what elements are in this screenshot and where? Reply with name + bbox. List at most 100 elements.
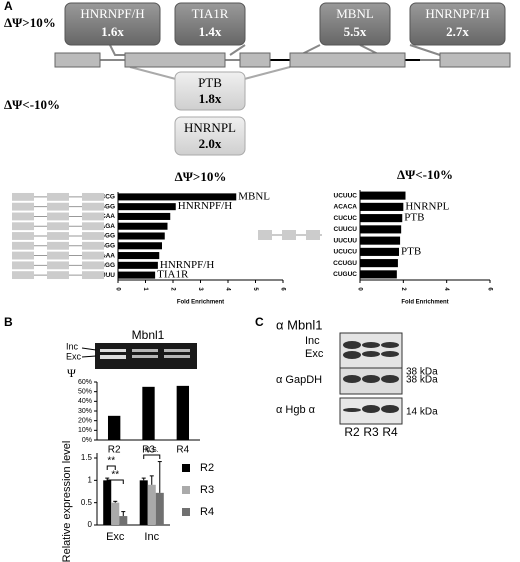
category-label: CUGUC	[333, 271, 357, 278]
x-tick-label: 5	[252, 287, 258, 291]
bracket	[143, 454, 161, 459]
x-tick-label: Exc	[106, 531, 125, 543]
x-tick-label: 1	[142, 287, 148, 291]
bar	[111, 502, 120, 525]
schematic	[12, 261, 34, 270]
bar-label: PTB	[404, 212, 424, 224]
schematic	[12, 222, 34, 231]
bar	[176, 385, 190, 440]
factor-name: HNRNPF/H	[425, 6, 489, 21]
schematic	[82, 202, 104, 211]
up-label: ΔΨ>10%	[4, 15, 56, 30]
x-tick-label: 0	[114, 287, 120, 291]
schematic	[306, 230, 320, 240]
y-tick-label: 20%	[78, 418, 92, 425]
fold-change: 2.0x	[199, 136, 222, 151]
schematic	[47, 261, 69, 270]
bar	[118, 222, 168, 230]
western-hgb: α Hgb α	[276, 404, 316, 416]
schematic	[12, 271, 34, 280]
lane-label: R2	[344, 425, 360, 439]
schematic	[82, 232, 104, 240]
panel-label: A	[4, 0, 13, 13]
bar	[360, 225, 402, 234]
schematic	[82, 241, 104, 250]
x-axis-label: Fold Enrichment	[401, 300, 448, 306]
bar-label: MBNL	[238, 190, 270, 202]
x-tick-label: 2	[400, 287, 406, 291]
lane-label: R4	[382, 425, 398, 439]
fold-change: 1.8x	[199, 91, 222, 106]
x-tick-label: 6	[279, 287, 285, 291]
bar	[103, 480, 112, 525]
bar	[118, 203, 176, 211]
size-marker: 14 kDa	[406, 407, 438, 418]
annotation: **	[111, 470, 119, 481]
bar	[360, 259, 398, 268]
bar	[118, 242, 162, 250]
factor-box	[409, 2, 506, 46]
chart-title: ΔΨ>10%	[175, 169, 227, 184]
bar	[360, 202, 404, 211]
x-tick-label: R3	[142, 445, 155, 456]
factor-box	[319, 2, 391, 46]
bar	[360, 191, 406, 200]
legend-swatch	[182, 508, 190, 516]
annotation: **	[107, 456, 115, 467]
category-label: CUUCU	[334, 226, 358, 233]
bar	[119, 516, 128, 525]
factor-box	[174, 2, 246, 46]
western-inc: Inc	[305, 335, 320, 347]
schematic	[47, 202, 69, 211]
y-tick-label: 60%	[78, 379, 92, 386]
x-axis-label: Fold Enrichment	[177, 300, 224, 306]
schematic	[282, 230, 296, 240]
gel-arrows	[81, 347, 97, 358]
gel-inc-label: Inc	[66, 341, 79, 351]
schematic	[12, 232, 34, 240]
bar	[360, 270, 397, 279]
schematic	[12, 241, 34, 250]
legend-label: R2	[200, 462, 214, 474]
schematic	[47, 192, 69, 201]
x-tick-label: 0	[356, 287, 362, 291]
gel-bands	[100, 349, 190, 359]
bar	[118, 271, 156, 279]
category-label: UUCUU	[334, 237, 358, 244]
legend-swatch	[182, 464, 190, 472]
bar	[360, 236, 401, 245]
panel-label: C	[255, 315, 264, 329]
x-tick-label: Inc	[144, 531, 159, 543]
western-gapdh: α GapDH	[276, 374, 322, 386]
bar	[360, 214, 403, 223]
category-label: CUCUC	[334, 215, 358, 222]
fold-change: 1.6x	[101, 24, 124, 39]
gene-structure	[54, 44, 511, 90]
bar	[118, 232, 165, 240]
x-tick-label: 2	[169, 287, 175, 291]
schematic	[12, 202, 34, 211]
schematic	[47, 222, 69, 231]
factor-box	[174, 116, 246, 156]
bar-label: HNRNPF/H	[178, 200, 232, 212]
schematic	[82, 251, 104, 260]
bar-label: PTB	[401, 245, 421, 257]
schematic	[12, 212, 34, 221]
y-tick-label: 0	[88, 520, 93, 529]
bar	[360, 247, 399, 256]
y-tick-label: 10%	[78, 427, 92, 434]
schematic	[12, 192, 34, 201]
factor-name: HNRNPF/H	[80, 6, 144, 21]
bar	[118, 252, 160, 260]
fold-change: 1.4x	[199, 24, 222, 39]
gel-exc-label: Exc	[66, 351, 82, 361]
blot-bands	[343, 341, 399, 359]
factor-box	[174, 71, 246, 111]
schematic	[47, 241, 69, 250]
gel-title: Mbnl1	[132, 328, 165, 342]
fold-change: 5.5x	[344, 24, 367, 39]
schematic	[12, 251, 34, 260]
bar-label: HNRNPL	[405, 200, 449, 212]
